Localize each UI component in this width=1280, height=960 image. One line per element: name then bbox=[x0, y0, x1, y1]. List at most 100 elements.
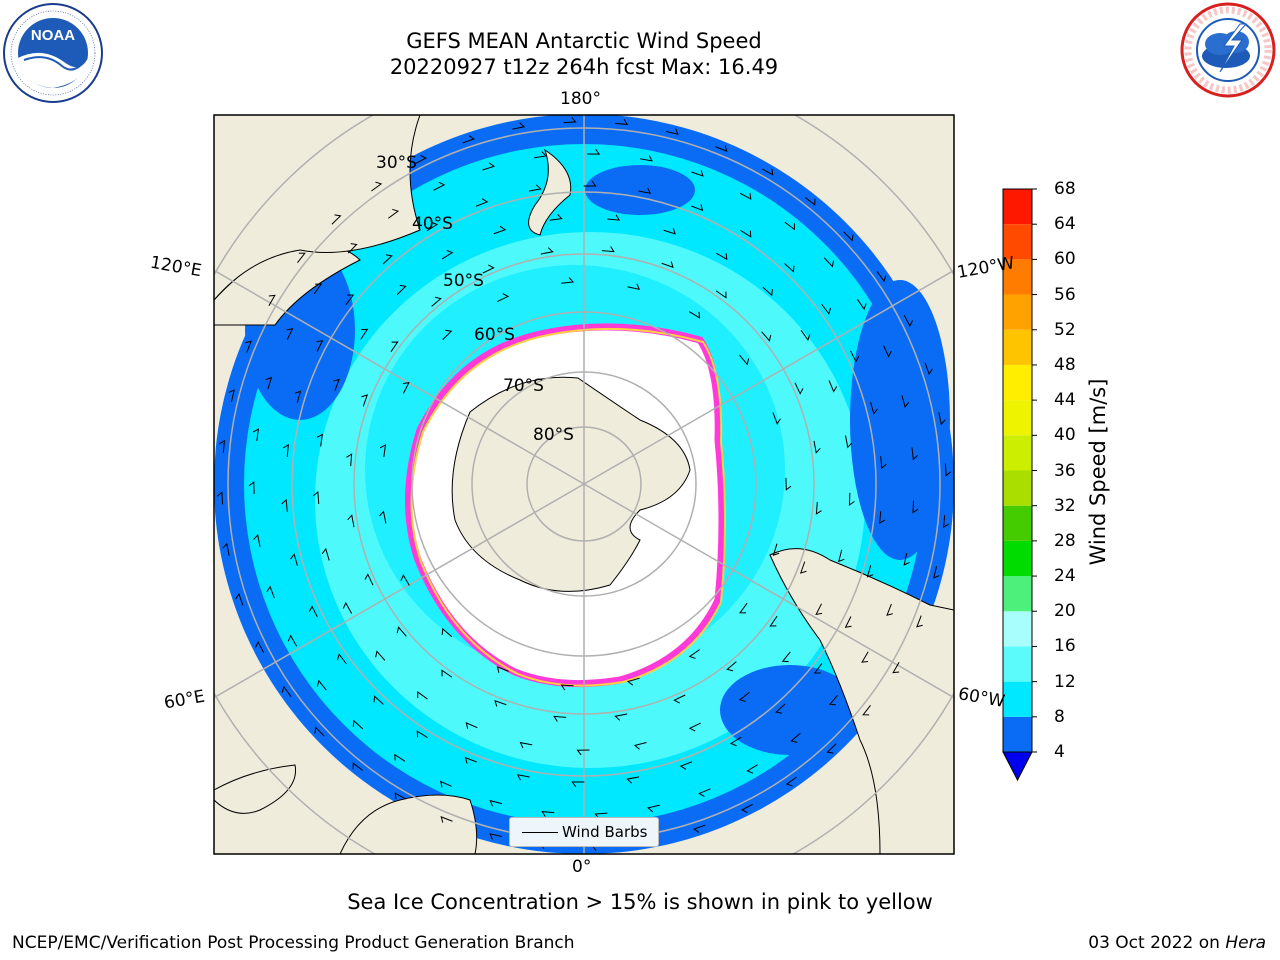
wind-barb bbox=[379, 510, 387, 524]
wind-barb bbox=[331, 214, 342, 225]
lat-label-50s: 50°S bbox=[443, 271, 484, 291]
legend-label: Wind Barbs bbox=[562, 823, 648, 841]
wind-barb bbox=[848, 492, 855, 506]
wind-barb bbox=[850, 350, 860, 363]
wind-barb bbox=[688, 649, 700, 659]
wind-patch-low-4 bbox=[585, 165, 695, 215]
wind-barb bbox=[528, 184, 542, 192]
wind-barb bbox=[400, 574, 410, 586]
wind-barb bbox=[440, 816, 453, 823]
wind-barb bbox=[633, 742, 647, 750]
wind-barb bbox=[838, 549, 845, 563]
wind-barb bbox=[880, 456, 887, 470]
wind-barb bbox=[844, 616, 852, 628]
wind-barb bbox=[534, 151, 548, 159]
colorbar-tick-label: 4 bbox=[1054, 742, 1065, 762]
wind-barb bbox=[784, 263, 795, 273]
wind-barb bbox=[290, 553, 298, 567]
wind-barb bbox=[892, 661, 900, 674]
wind-barb bbox=[497, 293, 510, 303]
wind-barb bbox=[489, 833, 502, 840]
wind-barb bbox=[739, 192, 752, 200]
wind-barb bbox=[462, 135, 475, 144]
colorbar-segment bbox=[1003, 681, 1032, 717]
wind-barb bbox=[493, 225, 507, 235]
africa-landmass bbox=[339, 794, 478, 854]
wind-barb bbox=[924, 362, 933, 375]
wind-barb bbox=[663, 227, 676, 235]
wind-barb bbox=[342, 601, 353, 614]
legend-line-symbol bbox=[522, 832, 558, 833]
wind-barb bbox=[266, 585, 275, 599]
wind-barb bbox=[666, 128, 679, 135]
wind-barb bbox=[785, 776, 797, 787]
wind-barb bbox=[346, 453, 353, 467]
wind-barb bbox=[626, 776, 640, 784]
lat-label-60s: 60°S bbox=[474, 325, 515, 345]
wind-barb bbox=[627, 283, 641, 291]
wind-barb bbox=[396, 284, 407, 296]
wind-barb bbox=[496, 666, 509, 673]
wind-barb bbox=[601, 246, 615, 253]
wind-barb bbox=[482, 264, 495, 274]
colorbar-tick-label: 56 bbox=[1054, 284, 1076, 305]
colorbar-segment bbox=[1003, 189, 1032, 225]
wind-barb bbox=[821, 303, 832, 315]
footer-date-text: 03 Oct 2022 on bbox=[1088, 933, 1220, 953]
wind-barb bbox=[431, 296, 442, 307]
wind-barb bbox=[549, 213, 563, 221]
wind-barb bbox=[845, 435, 853, 449]
wind-barb bbox=[297, 252, 306, 264]
wind-barb bbox=[870, 401, 878, 415]
colorbar-tick-label: 36 bbox=[1054, 460, 1076, 481]
wind-barb bbox=[944, 463, 952, 477]
wind-barb bbox=[640, 155, 653, 162]
wind-barb bbox=[336, 653, 347, 665]
wind-barb bbox=[804, 197, 816, 206]
wind-barb bbox=[673, 694, 686, 704]
colorbar-tick-label: 64 bbox=[1054, 214, 1076, 235]
wind-barb bbox=[761, 331, 772, 342]
wind-barb bbox=[693, 824, 706, 833]
colorbar-tick-label: 68 bbox=[1054, 179, 1076, 199]
wind-barb bbox=[738, 691, 750, 702]
wind-barb bbox=[352, 762, 364, 771]
wind-barb bbox=[394, 753, 406, 762]
wind-patch-low-2 bbox=[850, 280, 950, 560]
wind-barb bbox=[903, 553, 910, 566]
colorbar-tick-label: 28 bbox=[1054, 530, 1076, 551]
wind-barb bbox=[583, 180, 597, 187]
wind-barb bbox=[679, 761, 693, 770]
colorbar-segment bbox=[1003, 646, 1032, 682]
wind-barb bbox=[426, 221, 439, 232]
wind-barb bbox=[716, 252, 728, 261]
wind-barb bbox=[441, 249, 454, 260]
wind-barb bbox=[222, 542, 230, 556]
colorbar-label: Wind Speed [m/s] bbox=[1086, 378, 1110, 566]
wind-barb bbox=[382, 254, 393, 265]
wind-barb bbox=[912, 500, 919, 514]
colorbar-tick-label: 24 bbox=[1054, 566, 1076, 587]
wind-barb bbox=[294, 390, 302, 403]
colorbar-segment bbox=[1003, 224, 1032, 260]
wind-barb bbox=[883, 345, 892, 358]
wind-barb bbox=[761, 168, 774, 176]
nws-logo bbox=[1180, 2, 1276, 98]
madagascar-landmass bbox=[214, 764, 297, 814]
colorbar-tick-label: 16 bbox=[1054, 636, 1076, 657]
wind-barb bbox=[235, 593, 244, 606]
wind-barb bbox=[347, 514, 355, 528]
wind-barb bbox=[312, 490, 320, 504]
colorbar-tick-label: 12 bbox=[1054, 671, 1076, 692]
wind-barb bbox=[866, 565, 874, 578]
svg-text:NOAA: NOAA bbox=[31, 27, 75, 44]
colorbar-tick-label: 40 bbox=[1054, 425, 1076, 446]
footer-date: 03 Oct 2022 on Hera bbox=[1088, 933, 1266, 953]
wind-barb bbox=[901, 395, 910, 408]
wind-barb bbox=[252, 428, 259, 442]
wind-barb bbox=[352, 719, 364, 730]
meridian-line-2 bbox=[583, 483, 954, 699]
wind-barb bbox=[772, 543, 780, 556]
lat-label-30s: 30°S bbox=[376, 153, 417, 173]
wind-barb bbox=[402, 381, 410, 394]
